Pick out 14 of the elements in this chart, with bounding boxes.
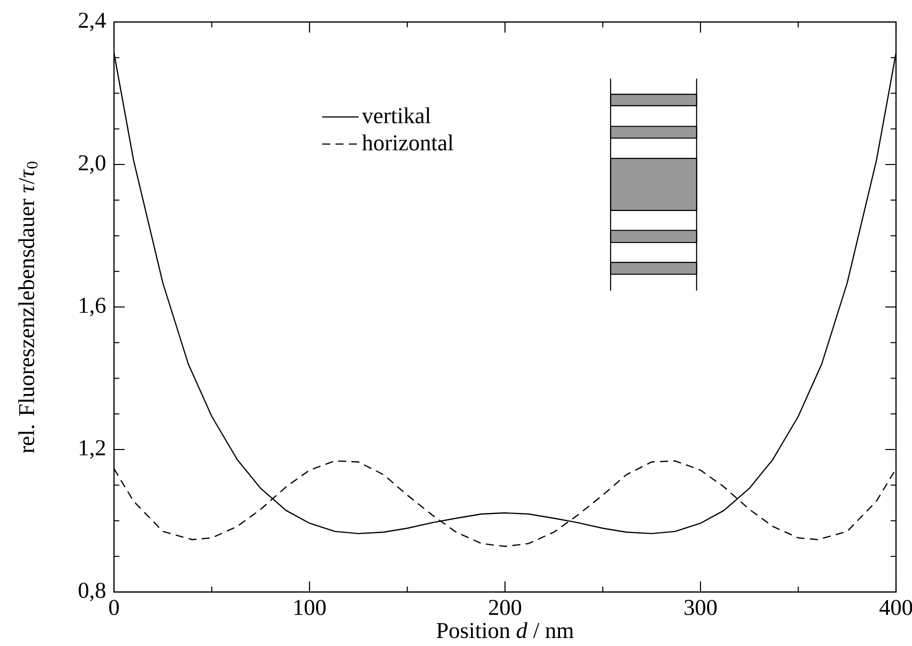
x-tick-label: 400 bbox=[879, 600, 912, 616]
legend-label: horizontal bbox=[362, 134, 454, 150]
legend-label: vertikal bbox=[362, 107, 431, 124]
y-tick-label: 2,4 bbox=[78, 12, 106, 32]
x-tick-label: 100 bbox=[294, 600, 326, 616]
y-tick-label: 2,0 bbox=[78, 155, 106, 174]
y-tick-label: 0,8 bbox=[78, 582, 106, 602]
x-tick-label: 300 bbox=[684, 600, 717, 616]
y-tick-label: 1,2 bbox=[80, 440, 105, 459]
x-tick-label: 200 bbox=[489, 600, 522, 616]
y-tick-label: 1,6 bbox=[80, 298, 106, 316]
y-axis-title: rel. Fluoreszenzlebensdauer τ/τ$_{0}$ bbox=[18, 162, 38, 454]
x-axis-title: Position d / nm bbox=[436, 622, 574, 638]
x-tick-label: 0 bbox=[109, 600, 119, 616]
